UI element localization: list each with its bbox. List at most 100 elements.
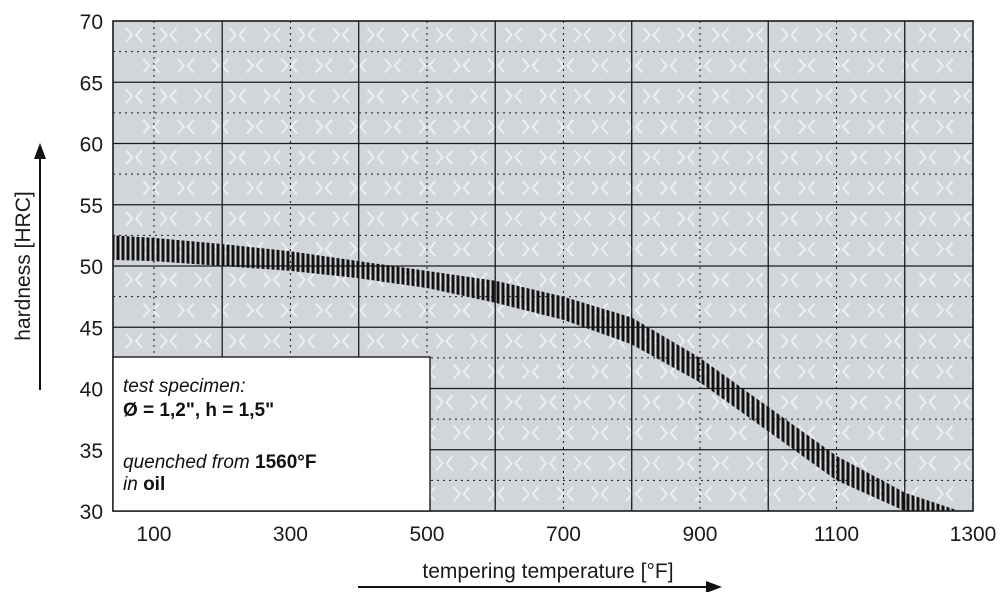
watermark-chevron: [228, 27, 247, 43]
watermark-chevron: [953, 88, 971, 104]
watermark-chevron: [677, 455, 695, 472]
annotation-box: test specimen: Ø = 1,2", h = 1,5" quench…: [112, 356, 431, 512]
watermark-chevron: [953, 210, 971, 227]
watermark-chevron: [849, 333, 868, 349]
watermark-chevron: [849, 272, 868, 288]
watermark-chevron: [159, 88, 178, 104]
watermark-chevron: [728, 363, 747, 380]
watermark-chevron: [539, 210, 557, 227]
x-tick-label: 1100: [814, 523, 859, 546]
annotation-medium-value: oil: [143, 474, 165, 495]
watermark-chevron: [935, 425, 954, 441]
watermark-chevron: [832, 180, 851, 196]
watermark-chevron: [763, 119, 782, 135]
watermark-chevron: [125, 272, 143, 288]
watermark-chevron: [263, 333, 281, 349]
watermark-chevron: [728, 486, 747, 502]
watermark-chevron: [780, 455, 799, 472]
watermark-chevron: [590, 425, 609, 441]
y-tick-label: 40: [80, 379, 103, 402]
watermark-chevron: [349, 180, 368, 196]
y-tick-label: 35: [80, 440, 103, 463]
watermark-chevron: [228, 333, 247, 349]
watermark-chevron: [401, 27, 419, 43]
watermark-chevron: [677, 394, 695, 410]
x-axis-label: tempering temperature [°F]: [422, 560, 673, 583]
watermark-chevron: [573, 455, 592, 472]
watermark-chevron: [470, 27, 488, 43]
watermark-chevron: [435, 149, 454, 166]
watermark-chevron: [263, 27, 281, 43]
watermark-chevron: [832, 57, 851, 74]
watermark-chevron: [452, 302, 471, 319]
watermark-chevron: [142, 119, 161, 135]
watermark-chevron: [953, 333, 971, 349]
watermark-chevron: [176, 57, 195, 74]
watermark-chevron: [989, 28, 1005, 42]
watermark-chevron: [884, 149, 902, 166]
watermark-chevron: [452, 363, 471, 380]
watermark-chevron: [401, 149, 419, 166]
watermark-chevron: [832, 241, 851, 257]
watermark-chevron: [644, 518, 660, 532]
watermark-chevron: [245, 302, 264, 319]
watermark-chevron: [228, 210, 247, 227]
watermark-chevron: [746, 455, 764, 472]
watermark-chevron: [782, 518, 798, 532]
watermark-chevron: [521, 425, 540, 441]
watermark-chevron: [920, 518, 936, 532]
watermark-chevron: [435, 88, 454, 104]
watermark-chevron: [383, 180, 402, 196]
watermark-chevron: [642, 88, 661, 104]
watermark-chevron: [797, 57, 816, 74]
watermark-chevron: [539, 27, 557, 43]
watermark-chevron: [677, 149, 695, 166]
watermark-chevron: [780, 27, 799, 43]
watermark-chevron: [435, 210, 454, 227]
watermark-chevron: [487, 486, 506, 502]
watermark-chevron: [487, 241, 506, 257]
watermark-chevron: [418, 302, 437, 319]
watermark-chevron: [608, 394, 626, 410]
watermark-chevron: [728, 57, 747, 74]
watermark-chevron: [333, 518, 349, 532]
watermark-chevron: [556, 363, 575, 380]
y-tick-label: 50: [80, 256, 103, 279]
watermark-chevron: [590, 241, 609, 257]
watermark-chevron: [521, 363, 540, 380]
watermark-chevron: [418, 241, 437, 257]
watermark-chevron: [659, 363, 678, 380]
watermark-chevron: [263, 149, 281, 166]
watermark-chevron: [366, 88, 385, 104]
watermark-chevron: [642, 210, 661, 227]
watermark-chevron: [815, 88, 833, 104]
watermark-chevron: [797, 241, 816, 257]
y-tick-labels: 30 35 40 45 50 55 60 65 70: [80, 11, 103, 524]
annotation-quench-label: quenched from: [123, 452, 255, 473]
annotation-medium-label: in: [123, 474, 143, 495]
watermark-chevron: [556, 119, 575, 135]
watermark-chevron: [349, 302, 368, 319]
watermark-chevron: [989, 150, 1005, 164]
watermark-chevron: [228, 88, 247, 104]
annotation-line-4: in oil: [123, 474, 165, 495]
watermark-chevron: [590, 180, 609, 196]
watermark-chevron: [383, 241, 402, 257]
watermark-chevron: [747, 518, 763, 532]
watermark-chevron: [297, 333, 316, 349]
watermark-chevron: [349, 57, 368, 74]
watermark-chevron: [885, 518, 901, 532]
watermark-chevron: [314, 302, 333, 319]
watermark-chevron: [401, 333, 419, 349]
watermark-chevron: [539, 455, 557, 472]
watermark-chevron: [884, 272, 902, 288]
watermark-chevron: [609, 518, 625, 532]
watermark-chevron: [849, 149, 868, 166]
watermark-chevron: [763, 180, 782, 196]
watermark-chevron: [763, 363, 782, 380]
watermark-chevron: [694, 119, 713, 135]
watermark-chevron: [470, 88, 488, 104]
watermark-chevron: [349, 241, 368, 257]
watermark-chevron: [573, 333, 592, 349]
watermark-chevron: [780, 333, 799, 349]
